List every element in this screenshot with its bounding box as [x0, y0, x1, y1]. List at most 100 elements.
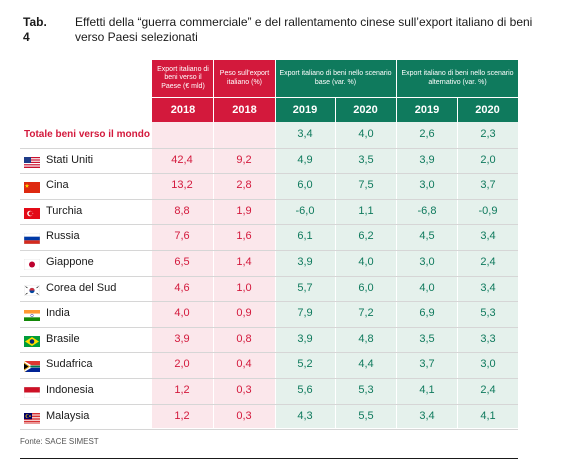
table-cell: 2,8 — [236, 179, 252, 192]
row-divider — [20, 301, 518, 303]
table-cell: 1,4 — [236, 256, 252, 268]
table-row: India 4,0 0,9 7,9 7,2 6,9 5,3 — [0, 301, 564, 327]
column-divider — [213, 60, 214, 428]
table-cell: 3,3 — [480, 332, 496, 345]
year-header: 2019 — [275, 98, 335, 122]
table-row: Brasile 3,9 0,8 3,9 4,8 3,5 3,3 — [0, 327, 564, 353]
table-cell: 4,0 — [174, 307, 190, 320]
table-cell: 1,2 — [174, 409, 190, 422]
table-cell: 5,5 — [358, 409, 374, 422]
south-korea-flag-icon — [23, 283, 41, 296]
turkey-flag-icon — [24, 206, 40, 219]
table-cell: 2,4 — [480, 256, 496, 268]
table-cell: 9,2 — [236, 153, 252, 166]
table-row: Sudafrica 2,0 0,4 5,2 4,4 3,7 3,0 — [0, 352, 564, 378]
table-cell: 4,5 — [419, 230, 435, 243]
header-alternative-scenario: Export italiano di beni nello scenario a… — [397, 60, 518, 97]
table-number: Tab. 4 — [23, 15, 47, 44]
row-divider — [20, 403, 518, 405]
table-cell: 3,9 — [419, 153, 435, 166]
year-header: 2019 — [397, 98, 457, 122]
table-cell: 5,6 — [297, 384, 313, 396]
country-name: Sudafrica — [46, 358, 93, 371]
header-export-value: Export italiano di beni verso il Paese (… — [152, 60, 214, 97]
column-divider — [335, 98, 336, 428]
table-row: Corea del Sud 4,6 1,0 5,7 6,0 4,0 3,4 — [0, 276, 564, 302]
table-row: Indonesia 1,2 0,3 5,6 5,3 4,1 2,4 — [0, 378, 564, 404]
table-cell: 7,2 — [358, 307, 374, 320]
table-cell: 3,9 — [297, 256, 313, 268]
year-header: 2020 — [335, 98, 396, 122]
table-row: Turchia 8,8 1,9 -6,0 1,1 -6,8 -0,9 — [0, 199, 564, 225]
table-cell: 5,2 — [297, 358, 313, 371]
table-cell: 3,5 — [358, 153, 374, 166]
row-divider — [20, 173, 518, 175]
table-cell: 2,6 — [419, 128, 435, 140]
country-name: Stati Uniti — [46, 153, 94, 166]
table-cell: 3,4 — [419, 409, 435, 422]
table-cell: 42,4 — [171, 153, 193, 166]
country-name: Brasile — [46, 332, 80, 345]
table-cell: -6,8 — [417, 204, 437, 217]
column-divider — [275, 60, 276, 428]
table-cell: 6,5 — [174, 256, 190, 268]
table-cell: 0,3 — [236, 384, 252, 396]
row-divider — [20, 275, 518, 277]
table-cell: 3,7 — [419, 358, 435, 371]
table-cell: 3,0 — [419, 179, 435, 192]
usa-flag-icon — [24, 155, 40, 168]
column-divider — [396, 60, 397, 428]
table-cell: 3,9 — [174, 332, 190, 345]
source-note: Fonte: SACE SIMEST — [20, 437, 99, 446]
total-label: Totale beni verso il mondo — [24, 129, 150, 140]
table-cell: 4,3 — [297, 409, 313, 422]
country-name: Cina — [46, 179, 69, 192]
country-name: Turchia — [46, 204, 83, 217]
table-cell: 0,8 — [236, 332, 252, 345]
table-cell: 1,2 — [174, 384, 190, 396]
header-export-share: Peso sull’export italiano (%) — [214, 60, 275, 97]
bottom-rule — [20, 458, 518, 459]
column-divider — [457, 98, 458, 428]
table-cell: 2,0 — [480, 153, 496, 166]
country-name: Corea del Sud — [46, 281, 117, 294]
japan-flag-icon — [23, 257, 41, 271]
table-cell: 1,6 — [236, 230, 252, 243]
row-divider — [20, 198, 518, 200]
table-cell: 4,0 — [419, 281, 435, 294]
table-cell: 1,0 — [236, 281, 252, 294]
table-cell: 7,5 — [358, 179, 374, 192]
table-row: Cina 13,2 2,8 6,0 7,5 3,0 3,7 — [0, 173, 564, 199]
table-row: Russia 7,6 1,6 6,1 6,2 4,5 3,4 — [0, 224, 564, 250]
row-divider — [20, 429, 518, 431]
table-caption: Effetti della “guerra commerciale” e del… — [75, 15, 533, 44]
year-header: 2018 — [214, 98, 275, 122]
table-cell: 4,4 — [358, 358, 374, 371]
table-cell: 4,0 — [358, 128, 374, 140]
table-cell: 4,1 — [480, 409, 496, 422]
india-flag-icon — [24, 308, 40, 322]
total-row: Totale beni verso il mondo 3,4 4,0 2,6 2,3 — [0, 122, 564, 148]
table-cell: -6,0 — [295, 204, 315, 217]
table-cell: 0,3 — [236, 409, 252, 422]
russia-flag-icon — [23, 231, 41, 245]
table-cell: 7,6 — [174, 230, 190, 243]
table-cell: 6,0 — [297, 179, 313, 192]
country-name: Russia — [46, 230, 80, 243]
indonesia-flag-icon — [23, 385, 41, 399]
table-cell: 1,9 — [236, 204, 252, 217]
table-cell: 3,0 — [480, 358, 496, 371]
table-cell: 6,9 — [419, 307, 435, 320]
country-name: India — [46, 307, 70, 320]
table-row: Stati Uniti 42,4 9,2 4,9 3,5 3,9 2,0 — [0, 148, 564, 174]
table-cell: 3,9 — [297, 332, 313, 345]
table-cell: 1,1 — [358, 204, 374, 217]
table-cell: 3,0 — [419, 256, 435, 268]
table-cell: 0,9 — [236, 307, 252, 320]
table-cell: 3,4 — [480, 230, 496, 243]
table-cell: 4,9 — [297, 153, 313, 166]
table-cell: 6,2 — [358, 230, 374, 243]
country-name: Giappone — [46, 256, 94, 268]
table-cell: 8,8 — [174, 204, 190, 217]
south-africa-flag-icon — [23, 359, 40, 373]
